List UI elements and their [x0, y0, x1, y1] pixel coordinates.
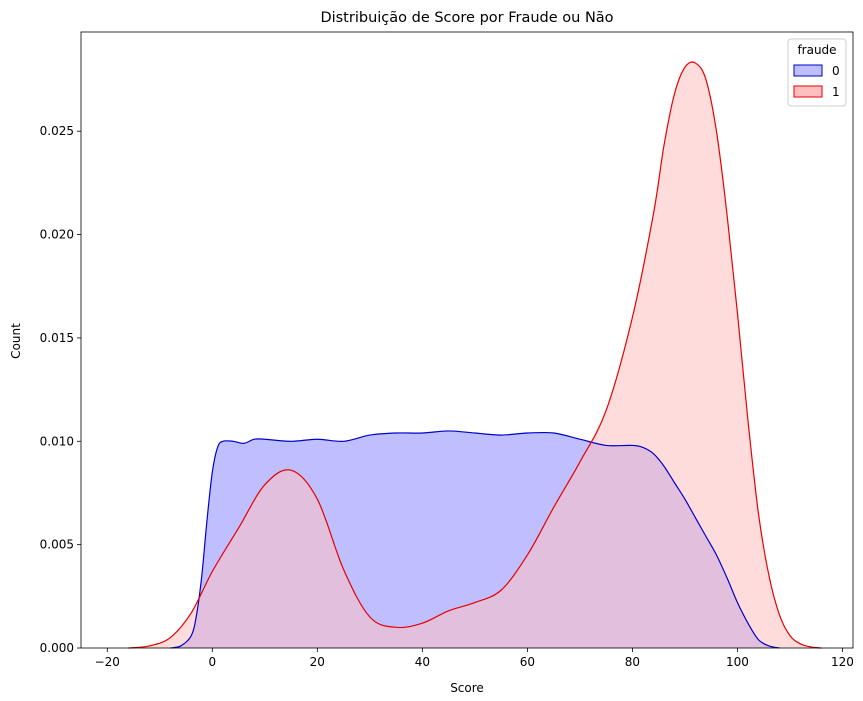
axes-frame — [80, 31, 854, 649]
legend-swatch-0 — [793, 64, 823, 77]
x-tick-label: 40 — [415, 655, 430, 669]
x-tick-label: 0 — [208, 655, 216, 669]
x-tick-label: 100 — [726, 655, 749, 669]
legend-label-0: 0 — [832, 64, 840, 78]
y-tick-label: 0.020 — [40, 228, 74, 242]
legend: fraude 0 1 — [787, 38, 847, 107]
chart-title: Distribuição de Score por Fraude ou Não — [320, 10, 613, 26]
x-tick-label: 60 — [520, 655, 535, 669]
legend-swatch-1 — [793, 85, 823, 98]
y-tick-label: 0.005 — [40, 538, 74, 552]
series-0-line — [170, 430, 780, 649]
series-1-area — [128, 62, 822, 649]
y-tick-label: 0.015 — [40, 331, 74, 345]
x-axis-title: Score — [450, 681, 484, 695]
series-1-line — [128, 61, 822, 649]
plot-area — [128, 61, 822, 649]
y-tick-label: 0.000 — [40, 641, 74, 655]
axes: −20 0 20 40 60 80 100 120 0.000 0.005 0.010 0.015 0.… — [40, 31, 854, 669]
x-tick-label: 120 — [831, 655, 854, 669]
x-tick-label: 20 — [310, 655, 325, 669]
legend-label-1: 1 — [832, 85, 840, 99]
y-tick-label: 0.025 — [40, 124, 74, 138]
y-tick-label: 0.010 — [40, 434, 74, 448]
x-tick-label: 80 — [625, 655, 640, 669]
x-tick-label: −20 — [95, 655, 120, 669]
legend-title: fraude — [797, 43, 836, 57]
y-axis-title: Count — [9, 323, 23, 359]
